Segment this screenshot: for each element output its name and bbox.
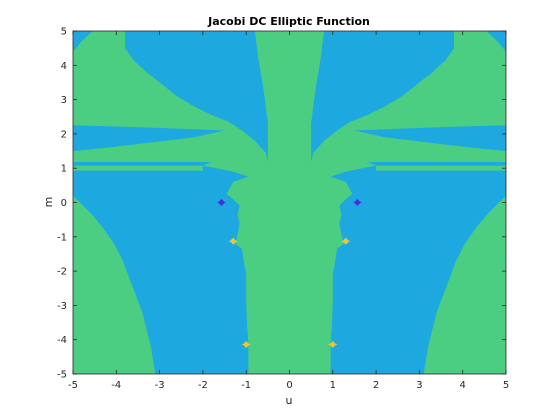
- y-tick-label: 0: [61, 198, 67, 209]
- y-tick-label: -4: [57, 335, 67, 346]
- y-axis-label: m: [42, 197, 55, 208]
- region-upper-right-band: [311, 31, 506, 162]
- y-tick-label: 4: [61, 61, 67, 72]
- x-tick-label: -4: [111, 380, 121, 391]
- region-lower-right-lobe: [423, 195, 506, 374]
- region-center-column: [202, 31, 377, 374]
- y-tick-label: 2: [61, 129, 67, 140]
- y-tick-label: -3: [57, 301, 67, 312]
- region-lower-left-lobe: [73, 195, 156, 374]
- x-tick-label: -2: [198, 380, 208, 391]
- zero-marker: [328, 341, 337, 349]
- x-tick-label: 0: [286, 380, 292, 391]
- y-tick-label: -5: [57, 370, 67, 381]
- region-right-strip: [376, 165, 506, 171]
- x-axis-label: u: [286, 394, 293, 407]
- x-tick-label: -1: [241, 380, 251, 391]
- x-tick-label: 3: [416, 380, 422, 391]
- y-tick-label: 3: [61, 95, 67, 106]
- x-tick-label: 1: [330, 380, 336, 391]
- x-tick-label: -5: [68, 380, 78, 391]
- chart-title: Jacobi DC Elliptic Function: [207, 15, 370, 28]
- x-axis: -5 -4 -3 -2 -1 0 1 2 3 4 5: [68, 31, 509, 391]
- zero-marker: [242, 341, 251, 349]
- y-tick-label: -1: [57, 232, 67, 243]
- pole-marker: [353, 199, 362, 206]
- zero-marker: [229, 237, 238, 245]
- y-tick-label: 5: [61, 27, 67, 38]
- region-upper-left-band: [73, 31, 268, 162]
- zero-marker: [341, 237, 350, 245]
- y-axis: -5 -4 -3 -2 -1 0 1 2 3 4 5: [57, 27, 506, 381]
- region-left-strip: [73, 165, 203, 171]
- pole-marker: [217, 199, 226, 206]
- region-layer: [73, 31, 506, 374]
- x-tick-label: 5: [503, 380, 509, 391]
- marker-layer: [217, 199, 362, 349]
- y-tick-label: 1: [61, 164, 67, 175]
- y-tick-label: -2: [57, 267, 67, 278]
- x-tick-label: 4: [460, 380, 466, 391]
- x-tick-label: -3: [155, 380, 165, 391]
- x-tick-label: 2: [373, 380, 379, 391]
